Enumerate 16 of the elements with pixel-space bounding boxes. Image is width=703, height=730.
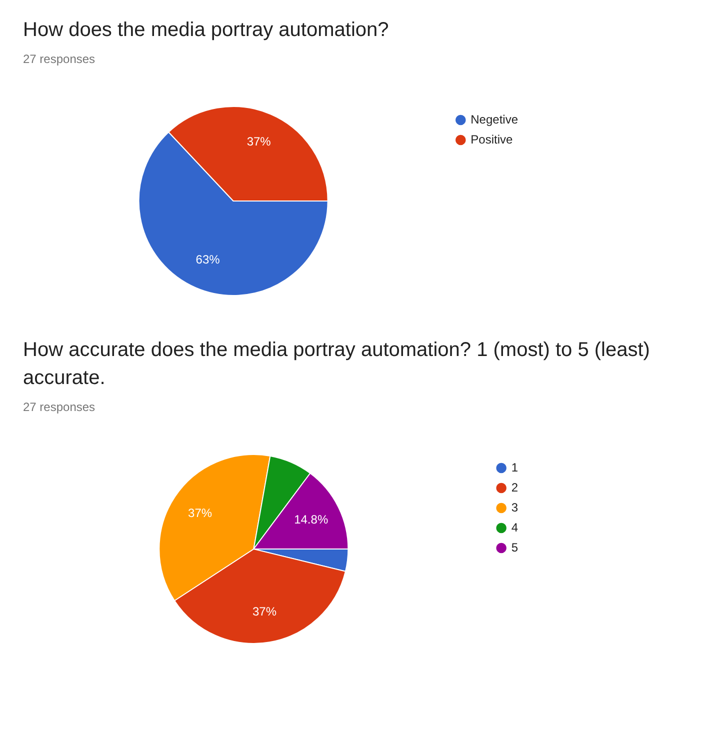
legend-label: Negetive	[470, 112, 518, 126]
legend-label: Positive	[470, 132, 513, 146]
chart-title: How accurate does the media portray automation? 1 (most) to 5 (least) accurate.	[23, 338, 651, 391]
data-label: 63%	[196, 252, 220, 266]
data-label: 37%	[252, 604, 277, 619]
chart-title: How does the media portray automation?	[23, 18, 390, 43]
data-label: 14.8%	[294, 512, 328, 526]
legend-label: 5	[511, 540, 518, 554]
text: 27 responses	[23, 400, 96, 414]
chart-subtitle: 27 responses	[23, 52, 96, 66]
legend-label: 3	[511, 500, 518, 514]
legend-label: 4	[511, 520, 518, 534]
data-label: 37%	[246, 134, 272, 148]
data-label: 37%	[188, 506, 212, 520]
legend-label: 2	[511, 480, 518, 494]
legend-label: 1	[511, 460, 518, 474]
